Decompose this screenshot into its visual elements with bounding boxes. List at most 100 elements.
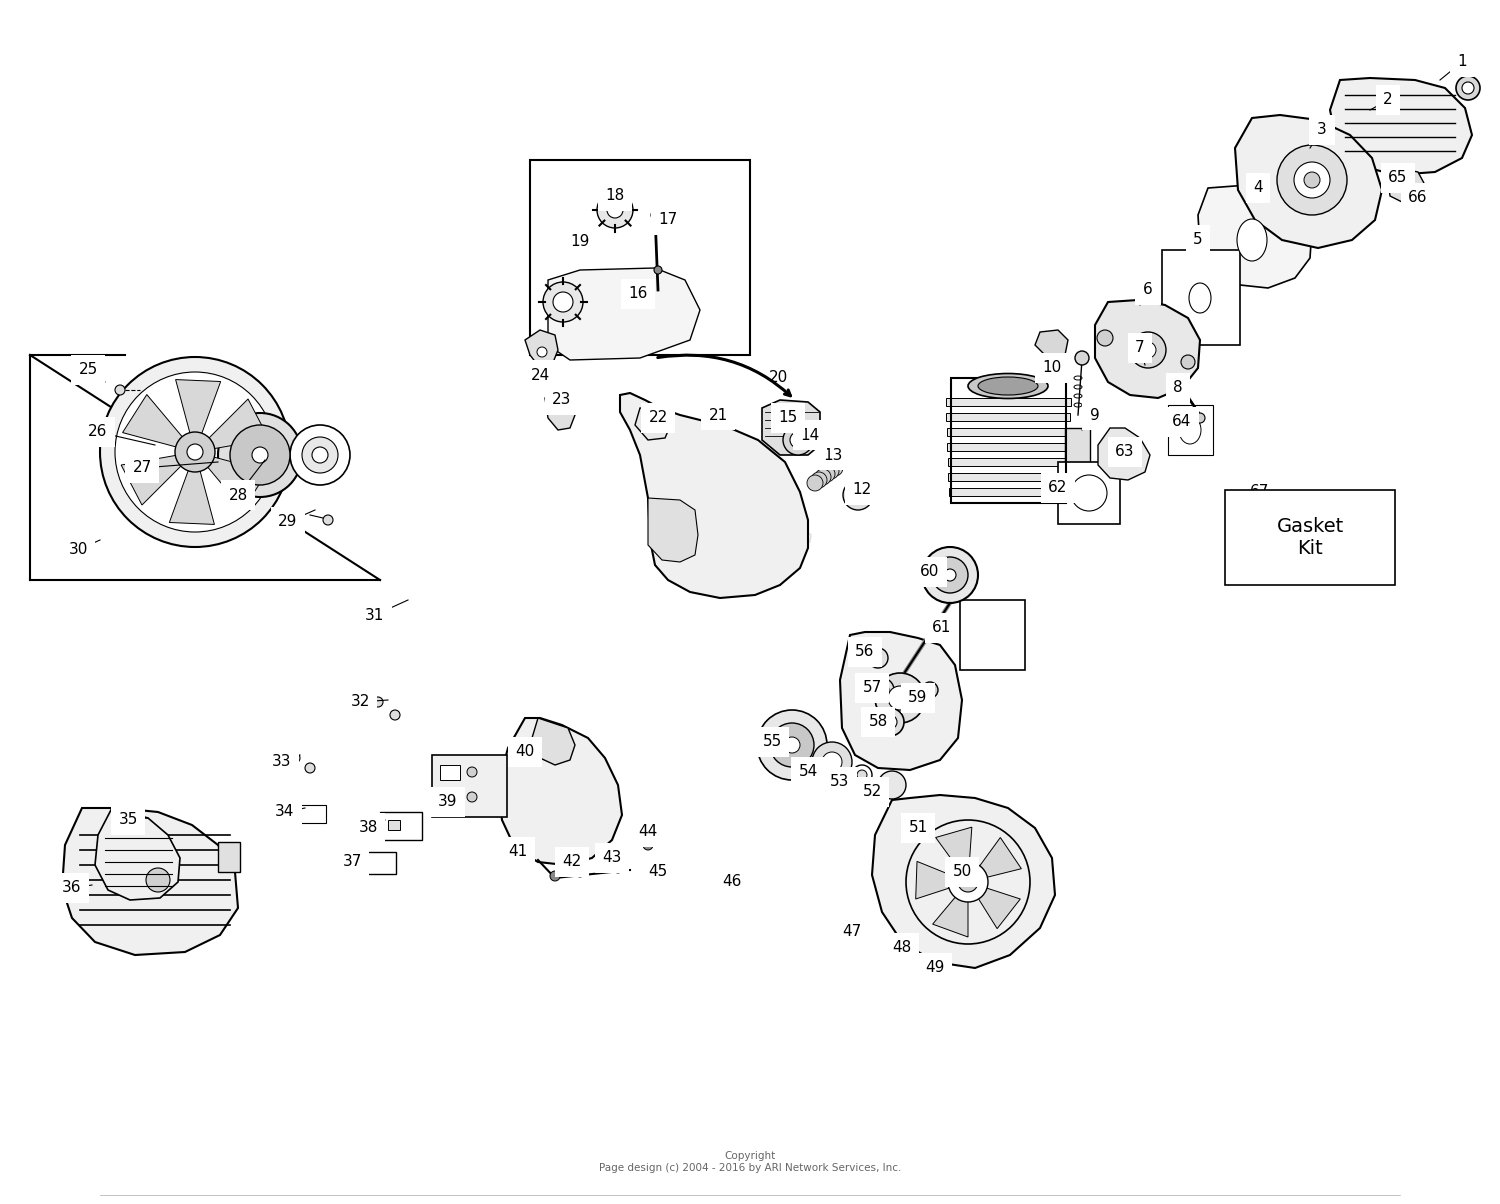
Circle shape [217, 413, 302, 497]
Circle shape [843, 480, 873, 510]
Circle shape [608, 202, 622, 218]
Circle shape [1304, 172, 1320, 188]
Bar [296, 805, 326, 824]
Text: 63: 63 [1114, 444, 1134, 460]
Text: 59: 59 [909, 691, 927, 706]
Bar [950, 488, 1068, 496]
Circle shape [790, 432, 806, 448]
Circle shape [1130, 332, 1166, 368]
Text: 54: 54 [798, 765, 818, 779]
Text: 12: 12 [852, 483, 871, 497]
Bar [530, 160, 750, 355]
Text: 1: 1 [1456, 54, 1467, 70]
Text: 6: 6 [1143, 283, 1154, 297]
Circle shape [574, 867, 585, 877]
Ellipse shape [1238, 219, 1268, 261]
Circle shape [304, 763, 315, 773]
Text: 18: 18 [606, 189, 624, 203]
Text: 5: 5 [1192, 232, 1203, 248]
Circle shape [116, 385, 124, 395]
Text: 37: 37 [342, 855, 362, 869]
Bar [1058, 462, 1120, 524]
Circle shape [824, 464, 839, 479]
Text: 58: 58 [868, 714, 888, 730]
Text: 39: 39 [438, 795, 458, 809]
Polygon shape [1234, 116, 1382, 248]
Text: 7: 7 [1136, 341, 1144, 355]
Text: 8: 8 [1173, 380, 1184, 395]
Circle shape [1140, 342, 1156, 358]
Circle shape [543, 282, 584, 321]
Circle shape [302, 437, 338, 473]
Circle shape [1076, 352, 1089, 365]
Polygon shape [548, 268, 700, 360]
Text: 61: 61 [933, 620, 951, 636]
Text: 33: 33 [273, 755, 291, 769]
Circle shape [868, 648, 888, 668]
Circle shape [876, 708, 904, 736]
Text: 28: 28 [228, 488, 248, 502]
Circle shape [784, 737, 800, 752]
Circle shape [290, 425, 350, 485]
Bar [217, 842, 240, 872]
Text: 3: 3 [1317, 123, 1328, 137]
Circle shape [1456, 76, 1480, 100]
Bar [440, 765, 460, 780]
Circle shape [812, 742, 852, 783]
Polygon shape [498, 718, 622, 864]
Polygon shape [94, 808, 180, 901]
Circle shape [230, 425, 290, 485]
Circle shape [597, 191, 633, 228]
Circle shape [819, 466, 836, 482]
Ellipse shape [968, 373, 1048, 399]
Bar [432, 755, 507, 818]
Polygon shape [1095, 300, 1200, 399]
Polygon shape [62, 808, 238, 955]
Circle shape [656, 863, 664, 873]
Text: 19: 19 [570, 235, 590, 249]
Polygon shape [525, 330, 558, 368]
Polygon shape [204, 456, 267, 509]
Polygon shape [1098, 427, 1150, 480]
Circle shape [1096, 330, 1113, 346]
Circle shape [642, 290, 654, 302]
Text: 50: 50 [952, 864, 972, 879]
Text: Copyright
Page design (c) 2004 - 2016 by ARI Network Services, Inc.: Copyright Page design (c) 2004 - 2016 by… [598, 1151, 902, 1173]
Polygon shape [544, 388, 574, 430]
Polygon shape [915, 861, 957, 899]
Circle shape [651, 209, 662, 220]
Bar [1065, 427, 1090, 464]
Text: 2: 2 [1383, 93, 1394, 107]
Text: 62: 62 [1048, 480, 1068, 496]
Text: 22: 22 [648, 411, 668, 425]
Circle shape [1462, 82, 1474, 94]
Circle shape [888, 686, 912, 710]
Bar [946, 413, 1070, 421]
Text: 56: 56 [855, 644, 874, 660]
Ellipse shape [1190, 283, 1210, 313]
Circle shape [870, 678, 894, 702]
Text: 60: 60 [921, 565, 939, 579]
Bar [1226, 490, 1395, 585]
Text: 30: 30 [69, 543, 87, 557]
Text: 67: 67 [1251, 484, 1269, 500]
Polygon shape [170, 466, 214, 525]
Circle shape [822, 752, 842, 772]
Circle shape [1276, 144, 1347, 216]
Circle shape [654, 266, 662, 275]
Polygon shape [1198, 185, 1312, 288]
Text: 42: 42 [562, 855, 582, 869]
Text: 26: 26 [88, 425, 108, 439]
Text: 66: 66 [1408, 190, 1428, 206]
Circle shape [874, 683, 890, 697]
Circle shape [1294, 163, 1330, 197]
Circle shape [856, 771, 867, 780]
Text: 49: 49 [926, 961, 945, 975]
Circle shape [827, 460, 843, 476]
Polygon shape [123, 395, 186, 448]
Circle shape [783, 425, 813, 455]
Text: 55: 55 [762, 734, 782, 750]
Bar [380, 811, 422, 840]
Text: 35: 35 [118, 813, 138, 827]
Circle shape [466, 767, 477, 777]
